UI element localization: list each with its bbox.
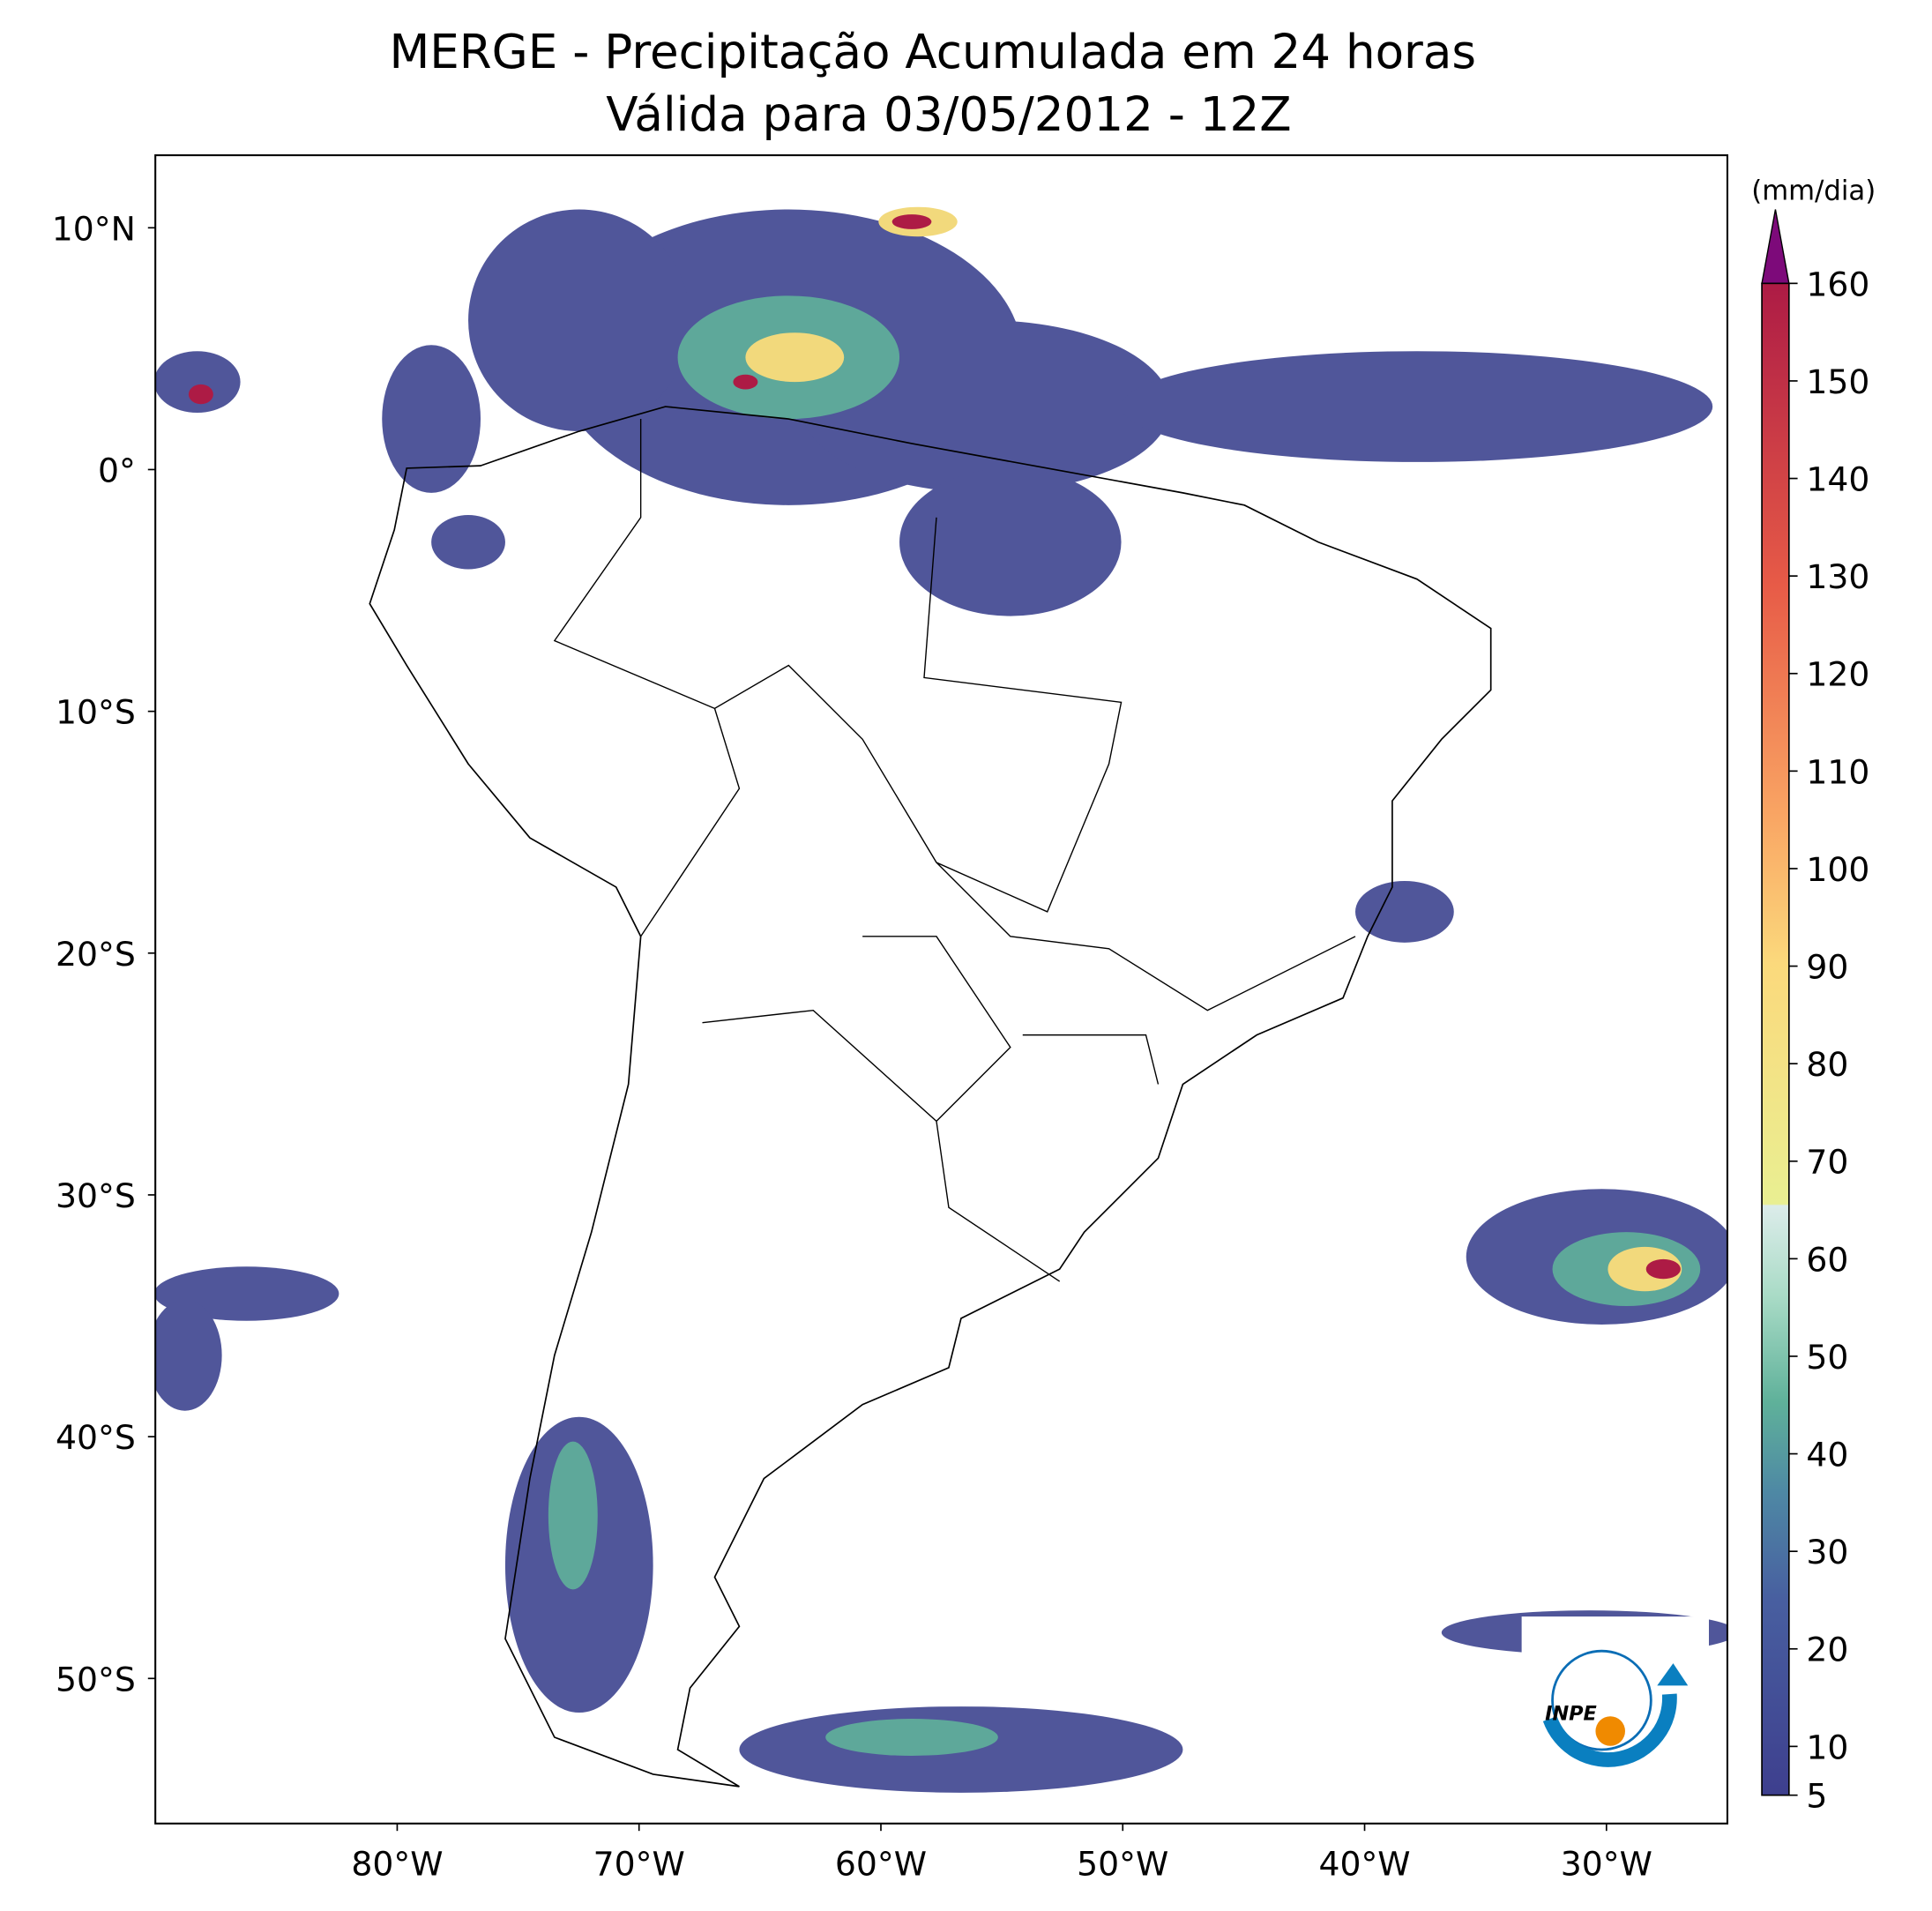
map-frame <box>154 153 1728 1825</box>
colorbar-tick-label: 160 <box>1806 265 1869 303</box>
colorbar-tick-label: 5 <box>1806 1777 1827 1816</box>
colorbar-tick-label: 20 <box>1806 1631 1848 1669</box>
colorbar-tick-label: 30 <box>1806 1533 1848 1571</box>
colorbar-extend <box>1761 209 1790 285</box>
colorbar-frame <box>1761 282 1790 1796</box>
colorbar-tick-label: 10 <box>1806 1728 1848 1766</box>
colorbar-unit: (mm/dia) <box>1751 175 1876 206</box>
lat-tick-label: 10°N <box>52 209 136 248</box>
lon-tick-label: 50°W <box>1077 1844 1168 1883</box>
lon-tick-label: 30°W <box>1561 1844 1652 1883</box>
colorbar-tick-label: 40 <box>1806 1436 1848 1474</box>
colorbar-tick-label: 80 <box>1806 1045 1848 1084</box>
colorbar <box>1762 283 1789 1795</box>
colorbar-tick-label: 100 <box>1806 850 1869 889</box>
colorbar-tick-label: 60 <box>1806 1240 1848 1279</box>
lat-tick-label: 0° <box>98 451 136 489</box>
lat-tick-label: 20°S <box>56 935 136 974</box>
title-line-2: Válida para 03/05/2012 - 12Z <box>606 87 1291 142</box>
lat-tick-label: 50°S <box>56 1660 136 1698</box>
colorbar-tick-label: 140 <box>1806 460 1869 499</box>
colorbar-ticks: 5 10 20 30 40 50 60 70 80 90 100 110 120 130 140 150 160 <box>1788 265 1869 1816</box>
lat-tick-label: 10°S <box>56 693 136 732</box>
inpe-logo: INPE <box>1521 1616 1709 1814</box>
colorbar-tick-label: 150 <box>1806 362 1869 401</box>
colorbar-tick-label: 50 <box>1806 1338 1848 1377</box>
lat-tick-label: 40°S <box>56 1418 136 1457</box>
colorbar-tick-label: 120 <box>1806 655 1869 694</box>
colorbar-tick-label: 130 <box>1806 557 1869 596</box>
lat-tick-label: 30°S <box>56 1176 136 1215</box>
lon-tick-label: 80°W <box>351 1844 443 1883</box>
lon-tick-label: 40°W <box>1318 1844 1410 1883</box>
colorbar-tick-label: 70 <box>1806 1143 1848 1182</box>
lon-tick-label: 70°W <box>593 1844 685 1883</box>
lon-tick-label: 60°W <box>835 1844 927 1883</box>
colorbar-tick-label: 110 <box>1806 752 1869 791</box>
precipitation-field <box>155 206 1727 1793</box>
logo-text: INPE <box>1545 1702 1597 1725</box>
axes: 10°N 0° 10°S 20°S 30°S 40°S 50°S 80°W 70°W 60°W 50… <box>52 209 1652 1883</box>
borders <box>553 419 1356 1282</box>
title-line-1: MERGE - Precipitação Acumulada em 24 hor… <box>389 25 1476 79</box>
colorbar-tick-label: 90 <box>1806 948 1848 987</box>
